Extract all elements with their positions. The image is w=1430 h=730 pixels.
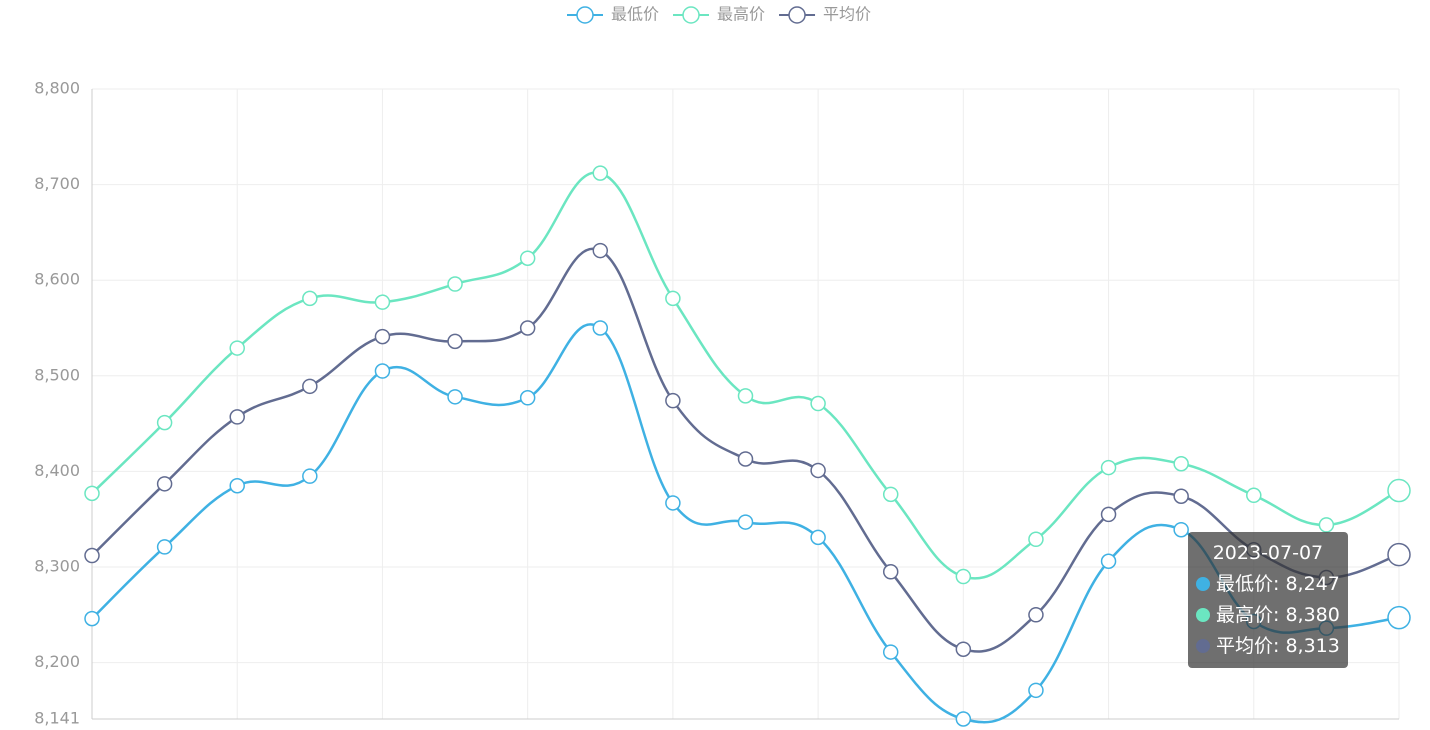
tooltip-name: 最低价 (1216, 573, 1274, 595)
tooltip-row: 平均价: 8,313 (1196, 631, 1340, 662)
data-point (1100, 459, 1117, 476)
data-point (882, 644, 899, 660)
data-point (447, 333, 463, 350)
tooltip-row: 最低价: 8,247 (1196, 569, 1340, 600)
y-tick-label: 8,300 (34, 556, 80, 575)
data-point (810, 462, 826, 479)
data-point (1246, 487, 1262, 504)
data-point (592, 242, 609, 259)
legend-icon (682, 6, 700, 24)
y-tick-label: 8,141 (34, 709, 80, 728)
data-point (882, 486, 899, 503)
tooltip-title: 2023-07-07 (1212, 542, 1324, 564)
data-point (156, 414, 173, 431)
data-point (1100, 553, 1117, 570)
tooltip: 2023-07-07 最低价: 8,247 最高价: 8,380 平均价: 8,313 (1188, 532, 1348, 668)
data-point (1387, 542, 1411, 567)
tooltip-dot (1196, 639, 1210, 653)
tooltip-separator: : (1273, 635, 1286, 657)
y-tick-label: 8,800 (34, 79, 80, 98)
data-point (955, 568, 972, 585)
data-point (447, 276, 463, 292)
y-tick-label: 8,700 (34, 174, 80, 193)
tooltip-value: 8,247 (1285, 573, 1340, 595)
data-point (1318, 517, 1335, 533)
data-point (665, 495, 681, 511)
data-point (1173, 455, 1189, 472)
data-point (519, 320, 536, 336)
data-point (1028, 682, 1044, 699)
data-point (810, 529, 826, 546)
data-point (737, 388, 754, 404)
data-point (665, 290, 681, 307)
data-point (737, 451, 754, 467)
data-point (519, 390, 536, 406)
y-tick-label: 8,600 (34, 270, 80, 289)
y-tick-label: 8,200 (34, 652, 80, 671)
tooltip-value: 8,313 (1285, 635, 1340, 657)
data-point (1028, 531, 1044, 548)
data-point (1173, 521, 1189, 538)
data-point (156, 539, 173, 555)
data-point (374, 363, 391, 379)
data-point (84, 547, 100, 564)
tooltip-value: 8,380 (1285, 604, 1340, 626)
data-point (882, 564, 899, 580)
legend-icon (788, 6, 806, 24)
tooltip-row: 最高价: 8,380 (1196, 600, 1340, 631)
legend-label: 平均价 (823, 5, 871, 24)
data-point (1387, 605, 1411, 630)
data-point (1387, 478, 1411, 503)
data-point (447, 389, 463, 405)
legend-icon (576, 6, 594, 24)
data-point (302, 290, 318, 307)
legend-label: 最高价 (717, 5, 765, 24)
tooltip-dot (1196, 608, 1210, 622)
data-point (1100, 506, 1117, 523)
y-tick-label: 8,400 (34, 461, 80, 480)
data-point (229, 409, 245, 425)
data-point (374, 328, 391, 345)
tooltip-separator: : (1273, 573, 1286, 595)
data-point (955, 711, 972, 727)
data-point (810, 395, 826, 412)
tooltip-separator: : (1273, 604, 1286, 626)
data-point (84, 610, 100, 627)
data-point (592, 165, 609, 181)
legend-label: 最低价 (611, 5, 659, 24)
data-point (374, 294, 391, 310)
data-point (665, 392, 681, 409)
data-point (302, 468, 318, 484)
data-point (519, 250, 536, 266)
y-tick-label: 8,500 (34, 365, 80, 384)
data-point (229, 477, 245, 494)
tooltip-name: 平均价 (1216, 635, 1274, 657)
data-point (156, 476, 173, 492)
data-point (1028, 607, 1044, 623)
legend: 最低价 最高价 平均价 (567, 5, 871, 24)
data-point (84, 485, 100, 502)
data-point (229, 340, 245, 356)
tooltip-dot (1196, 577, 1210, 591)
data-point (1173, 488, 1189, 505)
data-point (737, 514, 754, 530)
data-point (955, 641, 972, 657)
data-point (302, 378, 318, 395)
tooltip-name: 最高价 (1216, 604, 1274, 626)
data-point (592, 320, 609, 336)
